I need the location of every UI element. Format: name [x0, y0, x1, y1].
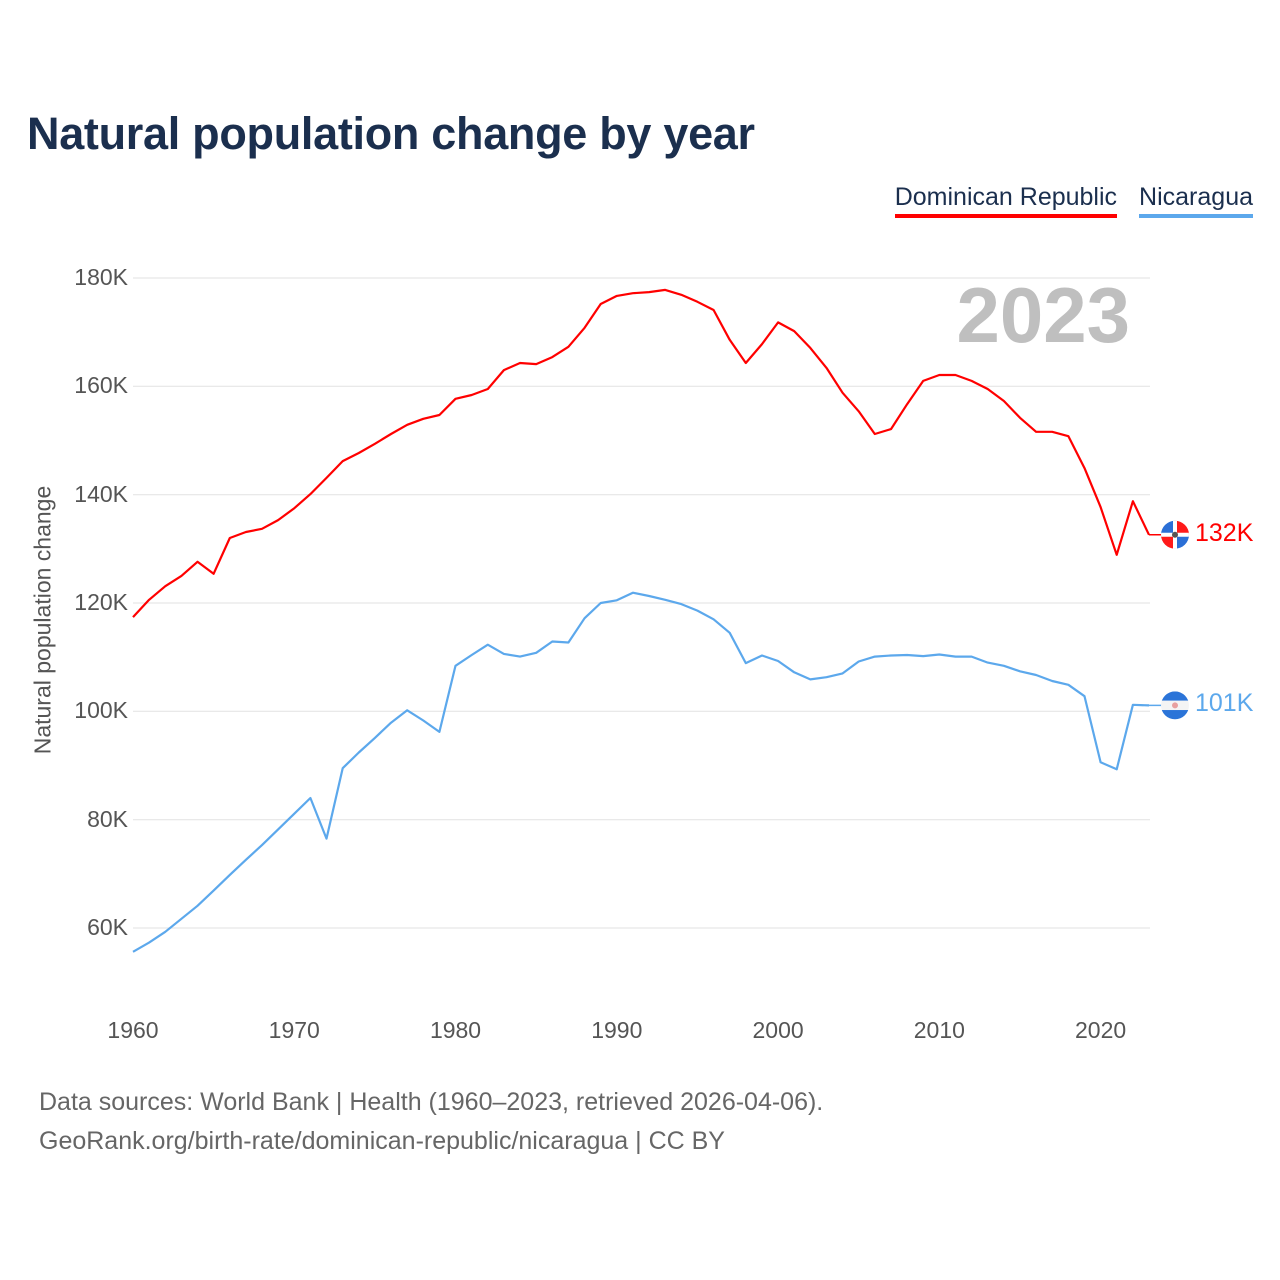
- footer-link[interactable]: GeoRank.org/birth-rate/dominican-republi…: [39, 1127, 725, 1155]
- x-tick-label: 2000: [752, 1017, 804, 1043]
- series-line-nicaragua: [132, 591, 1150, 953]
- end-label-nicaragua: 101K: [1195, 689, 1254, 717]
- y-tick-label: 180K: [74, 264, 128, 290]
- legend-item-nicaragua[interactable]: Nicaragua: [1139, 183, 1253, 218]
- x-tick-label: 2020: [1075, 1017, 1127, 1043]
- legend-item-dominican-republic[interactable]: Dominican Republic: [894, 183, 1118, 218]
- current-year-label: 2023: [956, 271, 1130, 359]
- y-tick-label: 100K: [74, 697, 128, 724]
- series-line-dominican-republic: [132, 288, 1150, 618]
- y-tick-label: 60K: [87, 914, 128, 940]
- flag-nicaragua-icon: [1161, 691, 1189, 720]
- x-tick-label: 1990: [591, 1017, 643, 1043]
- chart-title: Natural population change by year: [27, 108, 755, 159]
- x-tick-label: 1970: [268, 1017, 320, 1043]
- end-label-dominican-republic: 132K: [1195, 519, 1254, 547]
- y-tick-label: 140K: [74, 480, 128, 507]
- y-tick-label: 120K: [74, 589, 128, 615]
- flag-dominican-republic-icon: [1161, 520, 1189, 549]
- x-tick-label: 1980: [429, 1017, 482, 1043]
- footer-sources: Data sources: World Bank | Health (1960–…: [39, 1088, 824, 1116]
- y-tick-label: 160K: [74, 372, 128, 399]
- legend: Dominican Republic Nicaragua: [894, 183, 1253, 218]
- x-tick-label: 2010: [913, 1017, 965, 1043]
- y-tick-label: 80K: [87, 805, 128, 832]
- x-tick-label: 1960: [107, 1017, 159, 1043]
